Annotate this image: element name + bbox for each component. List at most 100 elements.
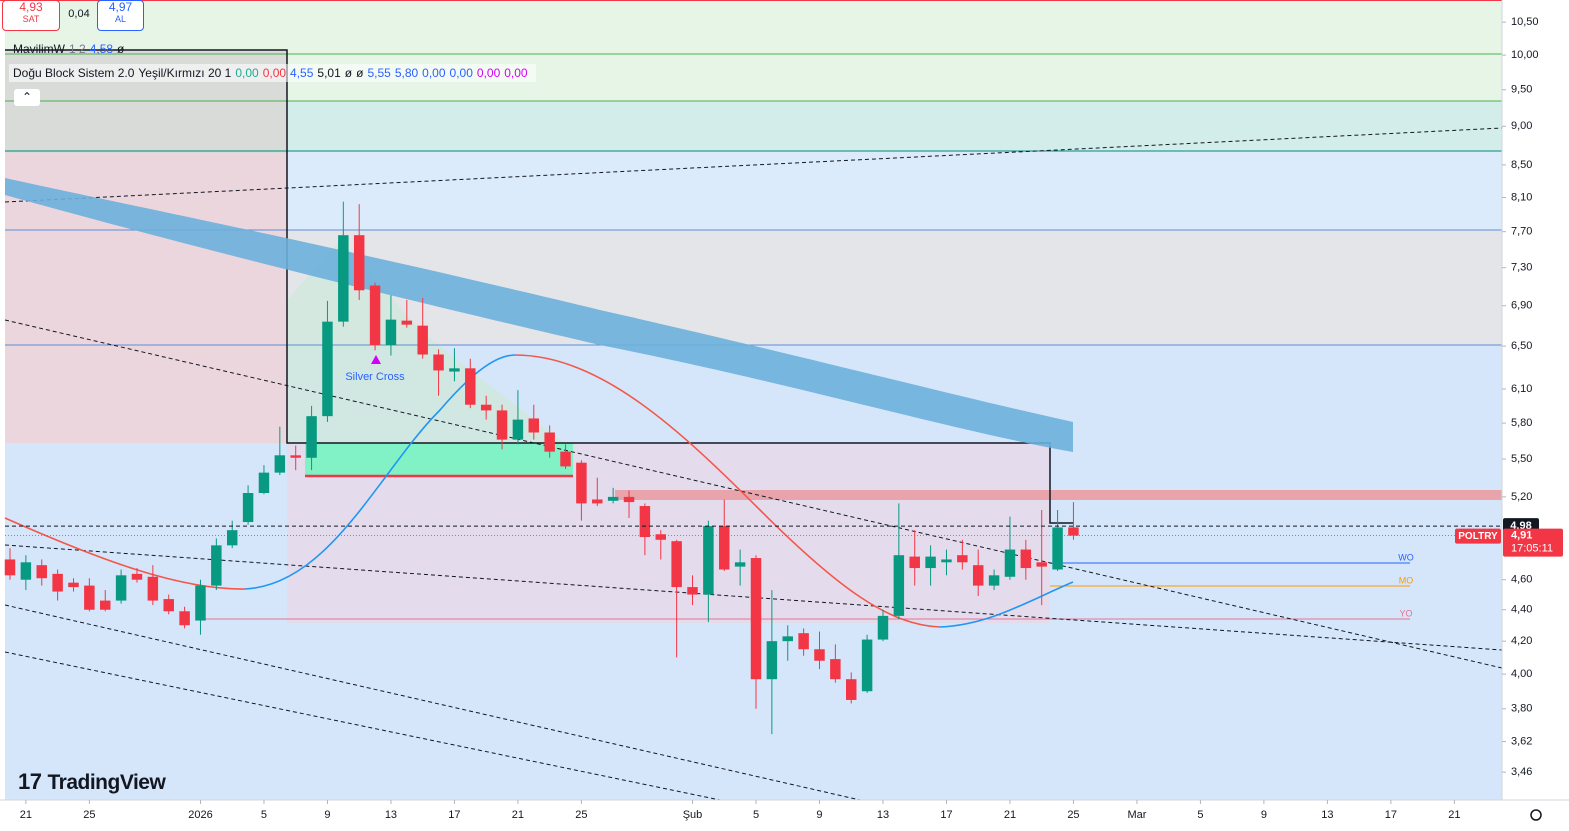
- legend-item: 1 2: [69, 42, 86, 56]
- candle-body: [592, 499, 603, 504]
- candle-body: [147, 576, 159, 601]
- buy-price: 4,97: [108, 0, 133, 14]
- x-tick-label: 5: [261, 809, 267, 821]
- symbol-label: POLTRY: [1458, 531, 1498, 542]
- sell-label: SAT: [22, 14, 40, 24]
- candle-body: [480, 404, 492, 411]
- legend-item: 5,55: [367, 66, 391, 80]
- y-tick-label: 8,50: [1511, 159, 1532, 171]
- x-tick-label: 13: [877, 809, 889, 821]
- candle-body: [1020, 549, 1032, 569]
- candle-body: [861, 639, 873, 692]
- buy-label: AL: [114, 14, 126, 24]
- settings-icon[interactable]: [1530, 809, 1542, 821]
- y-tick-label: 7,70: [1511, 226, 1532, 238]
- candle-body: [734, 562, 746, 567]
- sell-button[interactable]: 4,93 SAT: [2, 0, 60, 31]
- levels: [5, 49, 1502, 620]
- x-tick-label: 17: [448, 809, 460, 821]
- y-tick-label: 3,62: [1511, 735, 1532, 747]
- y-tick-label: 5,80: [1511, 417, 1532, 429]
- x-tick-label: 2026: [188, 809, 212, 821]
- y-tick-label: 10,00: [1511, 49, 1539, 61]
- candle-body: [242, 492, 254, 523]
- ma-curve: [244, 354, 516, 590]
- candle-body: [68, 582, 79, 588]
- legend-item: 5,80: [394, 66, 419, 80]
- candle-body: [274, 455, 286, 473]
- candle-body: [941, 559, 952, 563]
- candle-body: [623, 496, 635, 503]
- candle-body: [830, 659, 841, 680]
- candle-body: [1004, 549, 1016, 577]
- annotation: Silver Cross: [345, 371, 405, 383]
- ma-curve: [939, 581, 1074, 628]
- candle-body: [433, 354, 444, 371]
- candle-body: [226, 530, 238, 546]
- x-tick-label: 21: [1448, 809, 1460, 821]
- zone: [615, 490, 1502, 500]
- candle-body: [544, 432, 555, 452]
- candle-body: [195, 585, 206, 621]
- block-outline: [5, 49, 1073, 524]
- last-price-box: [1503, 528, 1563, 557]
- candle-body: [909, 556, 920, 569]
- x-tick-label: 25: [83, 809, 95, 821]
- candle-body: [925, 556, 936, 569]
- legend-item: 0,00: [422, 66, 446, 80]
- candle-body: [20, 562, 32, 580]
- candle-body: [655, 534, 667, 540]
- y-tick-label: 9,50: [1511, 84, 1532, 96]
- legend-item: 0,00: [449, 66, 473, 80]
- brand-logo: 17 TradingView: [18, 769, 166, 794]
- x-tick-label: 25: [1067, 809, 1079, 821]
- x-tick-label: 13: [385, 809, 397, 821]
- buy-button[interactable]: 4,97 AL: [97, 0, 144, 31]
- last-price-label: 4,91: [1511, 530, 1532, 542]
- legend-item: MavilimW: [13, 42, 65, 56]
- y-tick-label: 3,80: [1511, 703, 1532, 715]
- y-tick-label: 6,50: [1511, 340, 1532, 352]
- candle-body: [465, 368, 476, 405]
- annotation: WO: [1398, 552, 1414, 562]
- sell-price: 4,93: [19, 0, 43, 14]
- legend-item: 0,00: [476, 66, 501, 80]
- legend-item: 5,01: [317, 66, 341, 80]
- legend-item: 4,55: [290, 66, 314, 80]
- y-tick-label: 6,90: [1511, 300, 1532, 312]
- candle-body: [782, 636, 793, 642]
- candle-body: [36, 565, 47, 579]
- candle-body: [766, 641, 778, 680]
- indicator-legend[interactable]: MavilimW 1 2 4,58 ø: [9, 40, 132, 58]
- ma-curve: [4, 517, 246, 590]
- ma-curve: [514, 354, 941, 628]
- y-tick-label: 5,50: [1511, 453, 1532, 465]
- candle-body: [258, 472, 270, 493]
- symbol-box: [1455, 528, 1501, 544]
- candle-body: [1068, 527, 1079, 536]
- y-tick-label: 5,20: [1511, 491, 1532, 503]
- x-tick-label: 17: [1385, 809, 1397, 821]
- candle-body: [814, 649, 825, 661]
- candle-body: [560, 451, 571, 467]
- candle-body: [353, 235, 365, 291]
- candle-body: [52, 573, 63, 592]
- brand-name: TradingView: [47, 771, 166, 794]
- candle-body: [4, 559, 16, 576]
- candle-body: [306, 416, 317, 458]
- legend-item: ø: [344, 66, 353, 80]
- trendline: [4, 127, 1503, 203]
- candle-body: [1052, 527, 1063, 570]
- zones: [0, 0, 1569, 800]
- collapse-button[interactable]: ⌃: [14, 89, 40, 106]
- y-tick-label: 4,20: [1511, 635, 1532, 647]
- candle-body: [607, 496, 619, 501]
- x-tick-label: 9: [1261, 809, 1267, 821]
- y-tick-label: 4,60: [1511, 574, 1532, 586]
- top-border: [0, 0, 1569, 1]
- x-tick-label: 17: [940, 809, 952, 821]
- legend-item: Doğu Block Sistem 2.0: [13, 66, 135, 80]
